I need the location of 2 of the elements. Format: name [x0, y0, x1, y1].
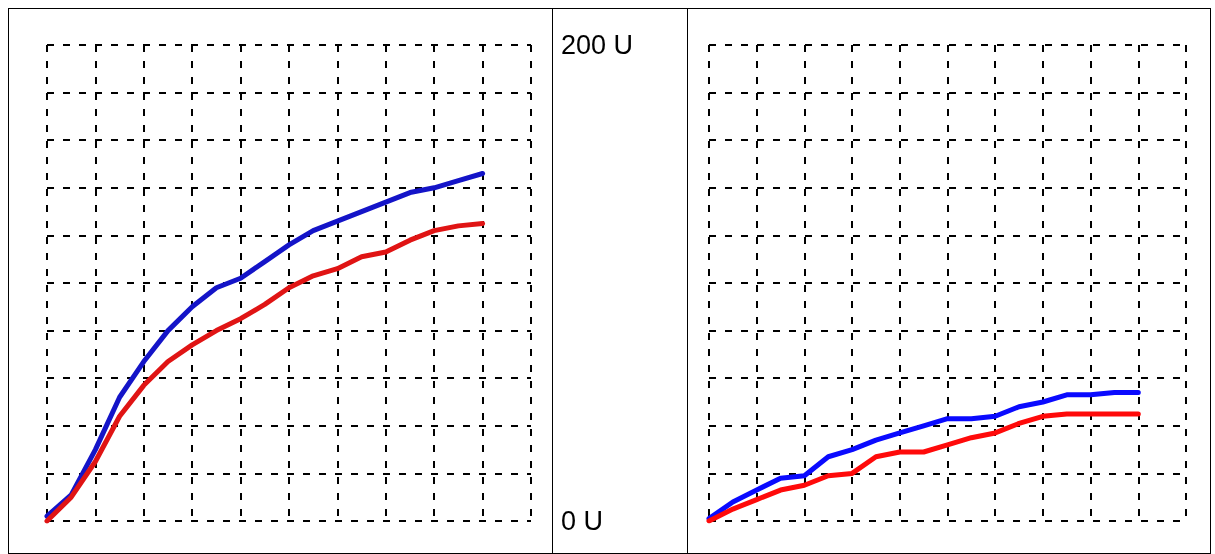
y-tick-label: 0 U	[561, 506, 604, 536]
y-tick-label: 200 U	[561, 30, 634, 60]
